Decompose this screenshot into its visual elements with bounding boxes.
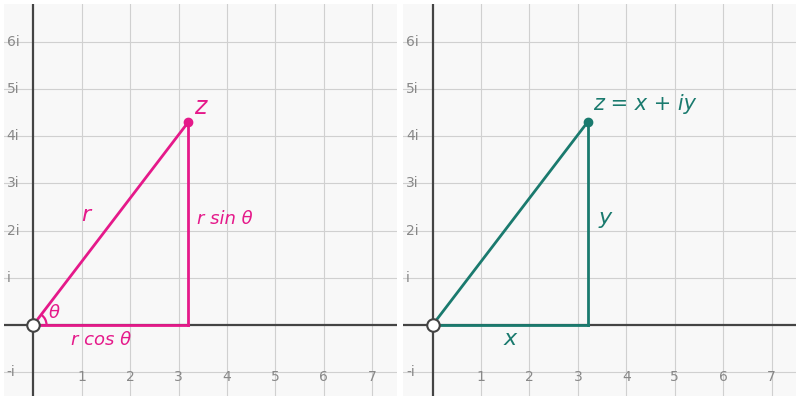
- Text: 6: 6: [718, 370, 728, 384]
- Text: 2: 2: [126, 370, 134, 384]
- Text: y: y: [598, 208, 611, 228]
- Text: -i: -i: [406, 365, 414, 379]
- Text: r: r: [82, 205, 90, 225]
- Text: i: i: [406, 271, 410, 285]
- Text: 4i: 4i: [6, 129, 19, 143]
- Text: 5i: 5i: [406, 82, 418, 96]
- Text: 5: 5: [670, 370, 679, 384]
- Text: 5: 5: [271, 370, 280, 384]
- Text: x: x: [503, 329, 517, 349]
- Text: 2i: 2i: [6, 224, 19, 238]
- Text: 2: 2: [525, 370, 534, 384]
- Text: θ: θ: [49, 304, 60, 322]
- Text: r cos θ: r cos θ: [71, 331, 131, 349]
- Text: i: i: [6, 271, 10, 285]
- Text: z: z: [194, 95, 206, 119]
- Text: 3i: 3i: [6, 176, 19, 190]
- Text: -i: -i: [6, 365, 15, 379]
- Text: 6i: 6i: [6, 35, 19, 49]
- Text: 3: 3: [174, 370, 183, 384]
- Text: r sin θ: r sin θ: [197, 210, 253, 228]
- Text: 6: 6: [319, 370, 328, 384]
- Text: 3i: 3i: [406, 176, 418, 190]
- Text: 2i: 2i: [406, 224, 418, 238]
- Text: 6i: 6i: [406, 35, 418, 49]
- Text: 1: 1: [477, 370, 486, 384]
- Text: 3: 3: [574, 370, 582, 384]
- Text: 7: 7: [368, 370, 377, 384]
- Text: 7: 7: [767, 370, 776, 384]
- Text: 1: 1: [78, 370, 86, 384]
- Text: 5i: 5i: [6, 82, 19, 96]
- Text: z = x + iy: z = x + iy: [594, 94, 696, 114]
- Text: 4: 4: [622, 370, 630, 384]
- Text: 4i: 4i: [406, 129, 418, 143]
- Text: 4: 4: [222, 370, 231, 384]
